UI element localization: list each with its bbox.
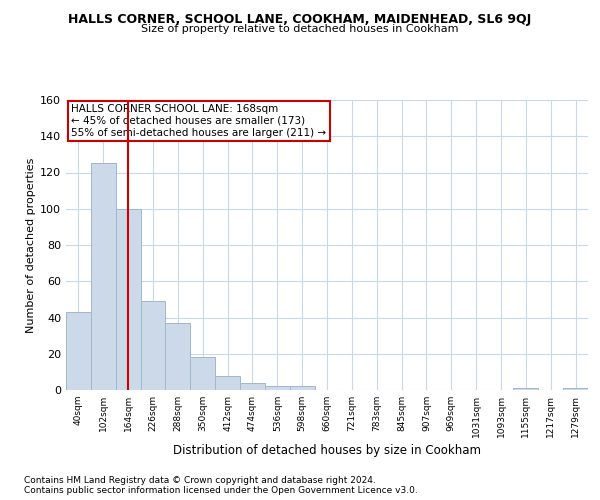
Bar [116, 209, 140, 390]
Bar [514, 388, 538, 390]
Bar [215, 376, 240, 390]
Bar [66, 312, 91, 390]
Text: Contains public sector information licensed under the Open Government Licence v3: Contains public sector information licen… [24, 486, 418, 495]
Text: HALLS CORNER SCHOOL LANE: 168sqm
← 45% of detached houses are smaller (173)
55% : HALLS CORNER SCHOOL LANE: 168sqm ← 45% o… [71, 104, 326, 138]
Bar [290, 386, 314, 390]
Bar [265, 386, 290, 390]
Bar [140, 301, 166, 390]
Y-axis label: Number of detached properties: Number of detached properties [26, 158, 36, 332]
Text: HALLS CORNER, SCHOOL LANE, COOKHAM, MAIDENHEAD, SL6 9QJ: HALLS CORNER, SCHOOL LANE, COOKHAM, MAID… [68, 12, 532, 26]
Text: Size of property relative to detached houses in Cookham: Size of property relative to detached ho… [141, 24, 459, 34]
Bar [240, 383, 265, 390]
Bar [190, 358, 215, 390]
Bar [563, 388, 588, 390]
X-axis label: Distribution of detached houses by size in Cookham: Distribution of detached houses by size … [173, 444, 481, 457]
Bar [166, 323, 190, 390]
Bar [91, 164, 116, 390]
Text: Contains HM Land Registry data © Crown copyright and database right 2024.: Contains HM Land Registry data © Crown c… [24, 476, 376, 485]
